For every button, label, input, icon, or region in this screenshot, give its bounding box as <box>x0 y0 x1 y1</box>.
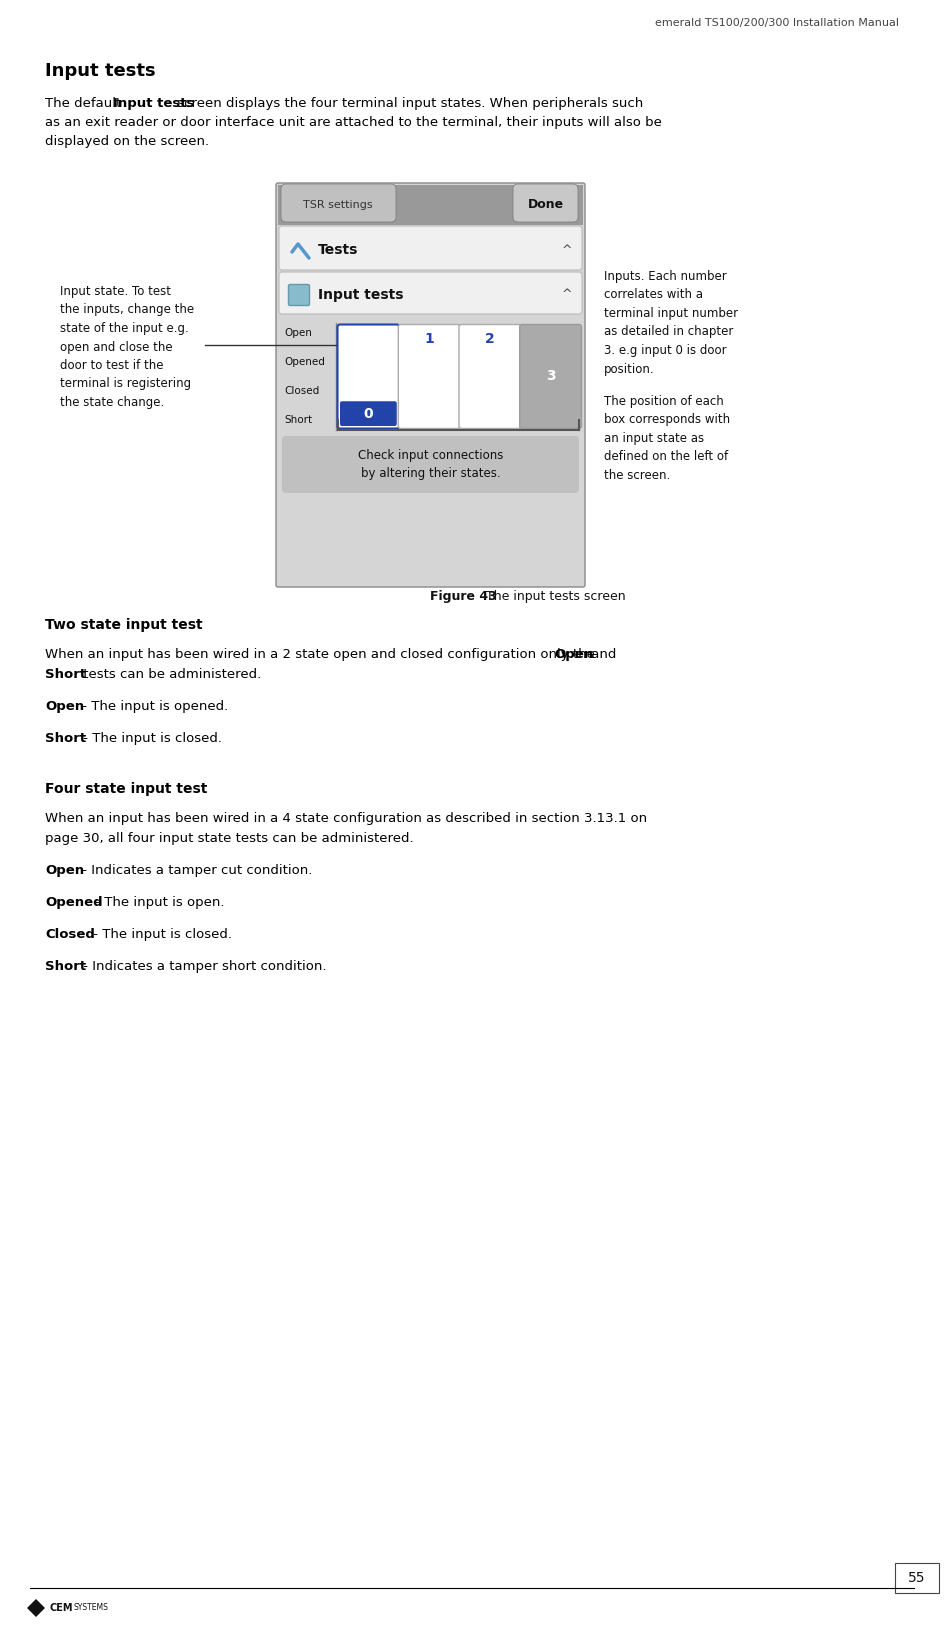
Text: The default: The default <box>45 98 126 111</box>
Text: 2: 2 <box>485 333 495 346</box>
Text: Input tests: Input tests <box>45 62 156 80</box>
Text: Input state. To test
the inputs, change the
state of the input e.g.
open and clo: Input state. To test the inputs, change … <box>60 284 194 410</box>
Text: Short: Short <box>45 731 86 744</box>
FancyBboxPatch shape <box>281 184 396 223</box>
Text: Closed: Closed <box>45 928 95 941</box>
Text: Open: Open <box>45 864 84 878</box>
Text: Tests: Tests <box>318 244 359 257</box>
Text: Opened: Opened <box>284 358 325 367</box>
Text: Open: Open <box>45 700 84 713</box>
Text: Short: Short <box>45 960 86 973</box>
Text: as an exit reader or door interface unit are attached to the terminal, their inp: as an exit reader or door interface unit… <box>45 115 662 128</box>
Text: 0: 0 <box>363 406 373 421</box>
Text: - The input is closed.: - The input is closed. <box>89 928 232 941</box>
Text: ^: ^ <box>562 244 572 257</box>
Text: - Indicates a tamper short condition.: - Indicates a tamper short condition. <box>79 960 327 973</box>
Text: page 30, all four input state tests can be administered.: page 30, all four input state tests can … <box>45 832 413 845</box>
Text: and: and <box>587 648 616 661</box>
FancyBboxPatch shape <box>276 184 585 587</box>
Text: ^: ^ <box>562 289 572 302</box>
Text: The position of each
box corresponds with
an input state as
defined on the left : The position of each box corresponds wit… <box>604 395 730 483</box>
Text: 1: 1 <box>424 333 434 346</box>
Text: Closed: Closed <box>284 385 319 396</box>
FancyBboxPatch shape <box>279 271 582 314</box>
Text: SYSTEMS: SYSTEMS <box>73 1604 108 1612</box>
Text: emerald TS100/200/300 Installation Manual: emerald TS100/200/300 Installation Manua… <box>655 18 899 28</box>
Text: When an input has been wired in a 2 state open and closed configuration only the: When an input has been wired in a 2 stat… <box>45 648 599 661</box>
Text: Input tests: Input tests <box>318 288 403 302</box>
FancyBboxPatch shape <box>282 436 579 492</box>
Text: Check input connections
by altering their states.: Check input connections by altering thei… <box>358 449 503 481</box>
Text: Short: Short <box>284 414 312 424</box>
FancyBboxPatch shape <box>340 401 396 426</box>
Text: displayed on the screen.: displayed on the screen. <box>45 135 210 148</box>
Text: - The input is opened.: - The input is opened. <box>78 700 228 713</box>
FancyBboxPatch shape <box>520 325 582 429</box>
Text: Open: Open <box>554 648 593 661</box>
Text: Open: Open <box>284 328 312 338</box>
Text: 3: 3 <box>546 369 555 383</box>
FancyBboxPatch shape <box>459 325 521 429</box>
Text: Four state input test: Four state input test <box>45 782 208 796</box>
Bar <box>278 185 583 224</box>
Text: TSR settings: TSR settings <box>303 200 373 210</box>
Text: When an input has been wired in a 4 state configuration as described in section : When an input has been wired in a 4 stat… <box>45 812 648 826</box>
Bar <box>895 1563 939 1592</box>
Text: The input tests screen: The input tests screen <box>482 590 626 603</box>
FancyBboxPatch shape <box>279 226 582 270</box>
Text: Short: Short <box>45 668 86 681</box>
FancyBboxPatch shape <box>513 184 578 223</box>
Text: CEM: CEM <box>49 1602 73 1614</box>
Text: Opened: Opened <box>45 895 103 908</box>
Text: Done: Done <box>528 198 565 211</box>
Text: - The input is closed.: - The input is closed. <box>79 731 222 744</box>
Text: screen displays the four terminal input states. When peripherals such: screen displays the four terminal input … <box>173 98 643 111</box>
Polygon shape <box>27 1599 45 1617</box>
Text: Inputs. Each number
correlates with a
terminal input number
as detailed in chapt: Inputs. Each number correlates with a te… <box>604 270 738 375</box>
Text: tests can be administered.: tests can be administered. <box>79 668 261 681</box>
Text: - Indicates a tamper cut condition.: - Indicates a tamper cut condition. <box>78 864 312 878</box>
Text: - The input is open.: - The input is open. <box>91 895 225 908</box>
Text: Two state input test: Two state input test <box>45 618 203 632</box>
FancyBboxPatch shape <box>338 325 399 429</box>
Text: 55: 55 <box>908 1571 926 1584</box>
FancyBboxPatch shape <box>398 325 460 429</box>
FancyBboxPatch shape <box>289 284 310 306</box>
Text: Input tests: Input tests <box>113 98 194 111</box>
Text: Figure 43: Figure 43 <box>430 590 497 603</box>
